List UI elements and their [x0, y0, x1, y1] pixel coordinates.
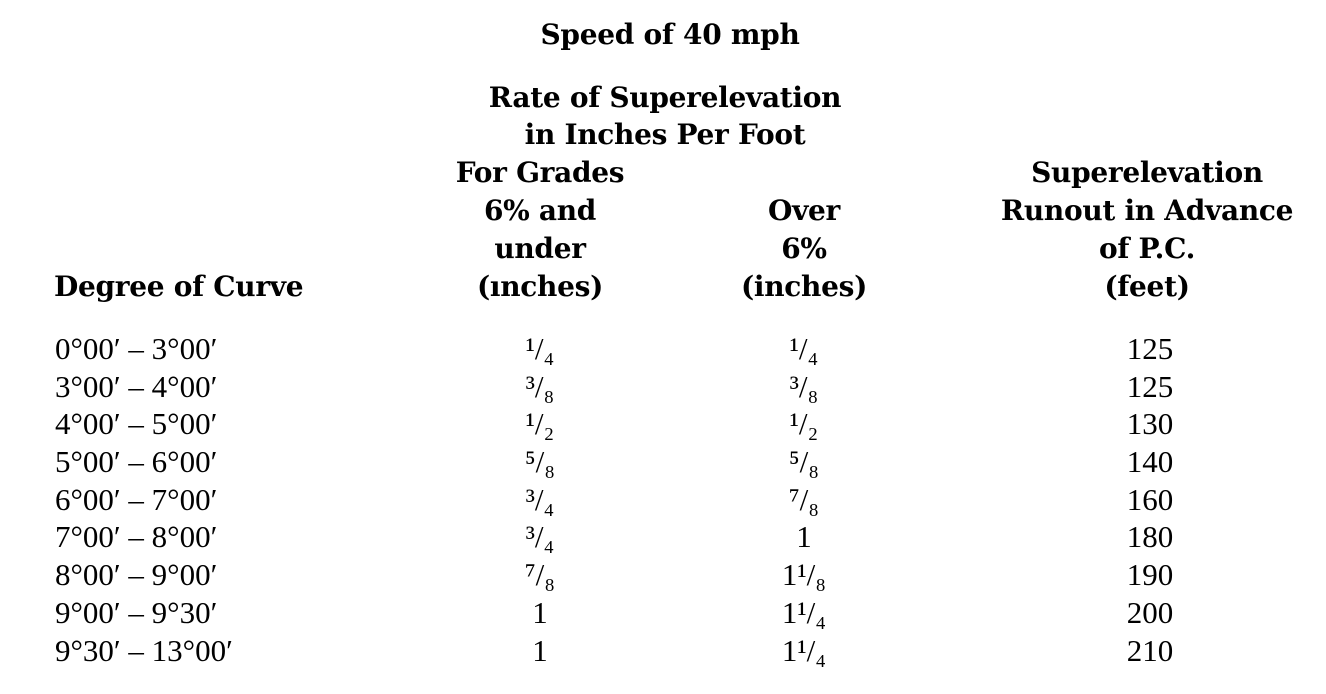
table-cell-degree: 9°00′ – 9°30′	[55, 594, 218, 630]
column-under: ¹/₄ ³/₈ ¹/₂ ⁵/₈ ³/₄ ³/₄ ⁷/₈ 1 1	[440, 330, 640, 669]
column-runout: 125 125 130 140 160 180 190 200 210	[1050, 330, 1250, 669]
table-cell-runout: 190	[1126, 557, 1174, 593]
column-header-under-line-1: For Grades	[455, 156, 625, 189]
table-cell-over: ¹/₄	[789, 331, 819, 366]
table-cell-over: 1	[796, 519, 812, 555]
table-cell-degree: 9°30′ – 13°00′	[55, 632, 233, 668]
table-cell-over: 1¹/₄	[781, 632, 827, 668]
table-cell-under: ⁷/₈	[524, 557, 556, 593]
table-cell-degree: 3°00′ – 4°00′	[55, 368, 218, 404]
table-cell-under: 1	[532, 632, 548, 668]
table-cell-under: ³/₄	[525, 481, 555, 517]
table-cell-under: ¹/₄	[525, 331, 555, 366]
table-cell-degree: 5°00′ – 6°00′	[55, 444, 218, 480]
group-header-line-1: Rate of Superelevation	[488, 81, 842, 114]
table-cell-runout: 180	[1126, 519, 1174, 555]
column-header-under-line-2: 6% and	[483, 194, 597, 227]
table-cell-over: 1¹/₈	[781, 557, 827, 593]
table-cell-over: 1¹/₄	[781, 594, 827, 630]
table-cell-runout: 210	[1126, 632, 1174, 668]
column-header-degree: Degree of Curve	[54, 270, 304, 303]
table-cell-degree: 8°00′ – 9°00′	[55, 557, 218, 593]
table-cell-runout: 140	[1126, 444, 1174, 480]
table-cell-degree: 7°00′ – 8°00′	[55, 519, 218, 555]
table-cell-over: ¹/₂	[789, 406, 819, 442]
column-header-runout-line-3: of P.C.	[1098, 232, 1196, 265]
column-header-over-line-1: Over	[767, 194, 841, 227]
table-cell-over: ⁵/₈	[788, 444, 820, 480]
column-over: ¹/₄ ³/₈ ¹/₂ ⁵/₈ ⁷/₈ 1 1¹/₈ 1¹/₄ 1¹/₄	[704, 330, 904, 669]
table-cell-runout: 130	[1126, 406, 1174, 442]
table-cell-over: ⁷/₈	[788, 481, 820, 517]
column-header-over-line-2: 6%	[781, 232, 827, 265]
table-cell-runout: 160	[1126, 481, 1174, 517]
column-header-runout-line-4: (feet)	[1104, 270, 1190, 303]
table-cell-runout: 125	[1126, 331, 1174, 366]
column-header-under-line-3: under	[494, 232, 586, 265]
table-cell-degree: 4°00′ – 5°00′	[55, 406, 218, 442]
table-cell-degree: 6°00′ – 7°00′	[55, 481, 218, 517]
column-header-over-line-3: (inches)	[740, 270, 868, 303]
table-title: Speed of 40 mph	[540, 18, 800, 51]
column-header-runout-line-2: Runout in Advance	[1000, 194, 1294, 227]
column-degree: 0°00′ – 3°00′ 3°00′ – 4°00′ 4°00′ – 5°00…	[55, 330, 385, 669]
table-cell-under: ³/₈	[525, 368, 555, 404]
table-cell-runout: 200	[1126, 594, 1174, 630]
table-cell-under: 1	[532, 594, 548, 630]
table-cell-under: ⁵/₈	[524, 444, 556, 480]
group-header-line-2: in Inches Per Foot	[524, 118, 806, 151]
table-cell-under: ¹/₂	[525, 406, 555, 442]
table-cell-over: ³/₈	[789, 368, 819, 404]
column-header-under-line-4: (ınches)	[476, 270, 604, 303]
table-cell-runout: 125	[1126, 368, 1174, 404]
column-header-runout-line-1: Superelevation	[1031, 156, 1263, 189]
table-cell-under: ³/₄	[525, 519, 555, 555]
table-cell-degree: 0°00′ – 3°00′	[55, 331, 218, 366]
